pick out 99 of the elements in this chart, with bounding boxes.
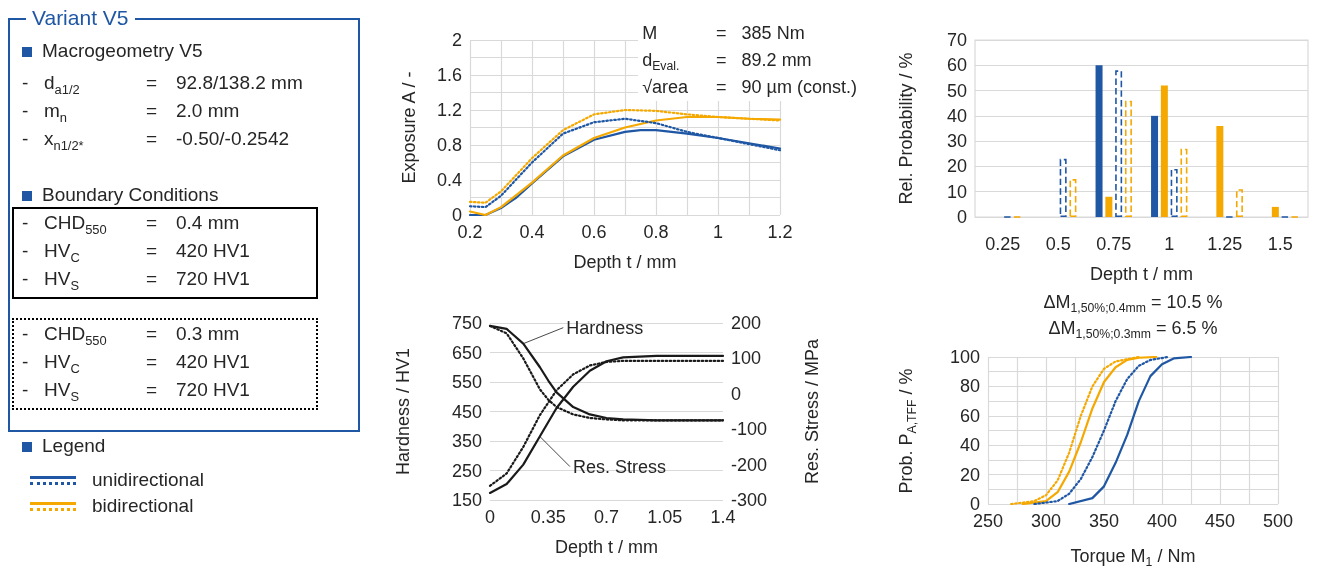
x-axis-title: Depth t / mm [554,537,659,557]
text: - HV$_{C}$ = 420 HV1 [22,351,250,376]
bar [1180,148,1188,217]
bar [1216,125,1224,217]
y-tick-label: 450 [451,401,482,422]
x-tick-label: 0.8 [643,222,669,242]
x-tick-label: 300 [1030,511,1062,531]
y-tick-label: 1.2 [436,100,462,120]
y-tick-label: 20 [959,464,980,485]
x-tick-label: 0.7 [593,507,620,527]
y-tick-label: 650 [451,342,482,363]
text: Macrogeometry V5 [42,40,203,62]
x-tick-label: 1 [712,222,724,242]
bar [1124,100,1132,217]
bar [1170,168,1178,217]
x-tick-label: 450 [1204,511,1236,531]
y-tick-label: 0 [969,494,980,514]
y2-tick-label: 100 [731,348,762,369]
text: - HV$_{S}$ = 720 HV1 [22,379,250,404]
y-tick-label: 350 [451,431,482,451]
x-tick-label: 1 [1164,234,1175,254]
y-tick-label: 60 [959,405,980,426]
text: - d$_{a1/2}$ = 92.8/138.2 mm [22,72,303,97]
text: ΔM$_{1,50%;0.4mm}$ = 10.5 % [1042,292,1224,316]
y-tick-label: 1.6 [436,65,462,85]
text: - HV$_{S}$ = 720 HV1 [22,268,250,293]
y-tick-label: 0.8 [436,135,462,155]
y-tick-label: 70 [946,30,967,50]
x-axis-title: Torque M$_{1}$ / Nm [1069,546,1197,569]
y-tick-label: 0.4 [436,170,462,190]
y-axis-title: Rel. Probability / % [896,52,916,205]
x-tick-label: 1.05 [647,507,683,527]
x-tick-label: 250 [972,511,1004,531]
x-axis-title: Depth t / mm [1089,264,1194,284]
line-series [1033,355,1169,506]
text: Variant V5 [26,6,135,30]
text: - CHD$_{550}$ = 0.4 mm [22,212,240,237]
x-tick-label: 0.5 [1045,234,1071,254]
text: unidirectional [92,469,204,491]
text: - HV$_{C}$ = 420 HV1 [22,240,250,265]
x-tick-label: 350 [1088,511,1120,531]
y-tick-label: 20 [946,156,967,177]
x-tick-label: 1.2 [767,222,793,242]
x-tick-label: 1.4 [710,507,736,527]
text: Boundary Conditions [42,184,219,206]
text: d$_{Eval.}$ = 89.2 mm [642,50,812,74]
y2-tick-label: 0 [731,383,742,404]
x-tick-label: 0.2 [457,222,483,242]
x-tick-label: 0.75 [1096,234,1132,254]
y-tick-label: 10 [946,181,967,202]
x-tick-label: 0.25 [985,234,1021,254]
y-tick-label: 60 [946,55,967,76]
y-tick-label: 550 [451,372,482,392]
y2-tick-label: -200 [731,454,768,475]
y2-tick-label: -300 [731,490,768,510]
text: bidirectional [92,495,194,517]
y-tick-label: 150 [451,490,482,510]
x-tick-label: 0.4 [519,222,545,242]
y-tick-label: 250 [451,460,482,481]
bar [1271,206,1279,217]
y-tick-label: 50 [946,80,967,101]
y-axis-title: Hardness / HV1 [393,347,413,476]
x-tick-label: 500 [1262,511,1294,531]
bar [1115,70,1123,217]
line-series [1068,355,1193,506]
text: - m$_{n}$ = 2.0 mm [22,100,240,125]
y-tick-label: 0 [451,205,462,225]
y2-tick-label: 200 [731,313,762,333]
y-tick-label: 40 [959,435,980,456]
x-axis-title: Depth t / mm [573,252,677,272]
annotation: Hardness [566,317,644,338]
text: ΔM$_{1,50%;0.3mm}$ = 6.5 % [1047,318,1219,342]
annotation: Res. Stress [572,456,666,477]
y-tick-label: 40 [946,105,967,126]
y-tick-label: 100 [949,347,980,367]
bar [1160,85,1168,217]
x-tick-label: 0 [484,507,496,527]
y-tick-label: 80 [959,376,980,397]
bar [1059,158,1067,217]
x-tick-label: 400 [1146,511,1178,531]
text: √area = 90 µm (const.) [642,77,857,97]
bar [1105,196,1113,217]
x-tick-label: 0.35 [530,507,566,527]
y-tick-label: 750 [451,313,482,333]
y-tick-label: 30 [946,131,967,152]
y-axis-title: Exposure A / - [399,71,419,184]
x-tick-label: 1.5 [1267,234,1293,254]
y2-axis-title: Res. Stress / MPa [802,338,822,485]
text: - x$_{n1/2*}$ = -0.50/-0.2542 [22,128,290,153]
bar [1069,179,1077,217]
y-tick-label: 0 [956,207,967,227]
bar [1235,189,1243,217]
x-tick-label: 1.25 [1207,234,1243,254]
text: Legend [42,435,106,457]
text: - CHD$_{550}$ = 0.3 mm [22,323,240,348]
x-tick-label: 0.6 [581,222,607,242]
text: M = 385 Nm [642,23,805,43]
y-tick-label: 2 [451,30,462,50]
y2-tick-label: -100 [731,419,768,440]
